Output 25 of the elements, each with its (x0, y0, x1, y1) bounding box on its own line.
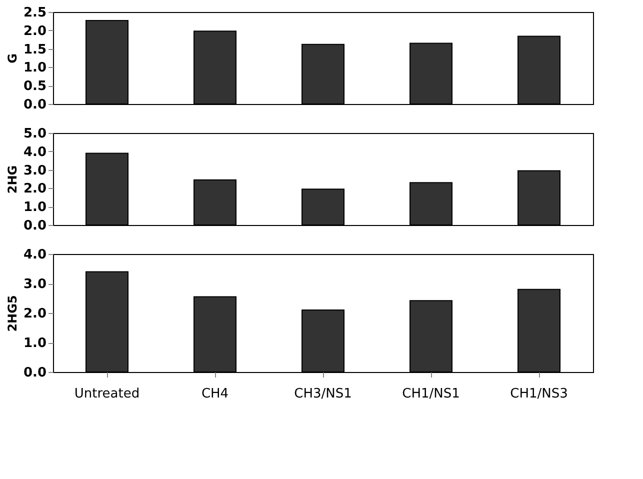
x-tick-label: CH4 (201, 386, 229, 402)
y-tick-label: 0.5 (23, 79, 46, 94)
y-tick-label: 1.0 (23, 336, 46, 351)
y-tick-label: 2.5 (23, 6, 46, 20)
y-axis-title: 2HG5 (5, 295, 20, 332)
x-tick-label: CH1/NS1 (402, 386, 460, 402)
y-axis-title: 2HG (5, 165, 20, 194)
y-tick-label: 1.0 (23, 200, 46, 216)
y-tick-label: 3.0 (23, 163, 46, 178)
y-tick-label: 1.5 (23, 42, 46, 58)
y-tick-label: 0.0 (23, 218, 46, 234)
y-tick-label: 4.0 (23, 144, 46, 160)
y-tick-label: 2.0 (23, 24, 46, 39)
y-axis-title: G (5, 54, 20, 64)
y-tick-label: 4.0 (23, 248, 46, 262)
y-tick-label: 0.0 (23, 366, 46, 380)
x-tick-label: Untreated (74, 386, 140, 402)
y-tick-label: 2.0 (23, 306, 46, 322)
y-tick-label: 2.0 (23, 182, 46, 197)
y-tick-label: 3.0 (23, 277, 46, 292)
x-tick-label: CH1/NS3 (510, 386, 568, 402)
x-tick-label: CH3/NS1 (294, 386, 352, 402)
y-tick-label: 0.0 (23, 98, 46, 112)
y-tick-label: 1.0 (23, 60, 46, 76)
y-tick-label: 5.0 (23, 126, 46, 142)
